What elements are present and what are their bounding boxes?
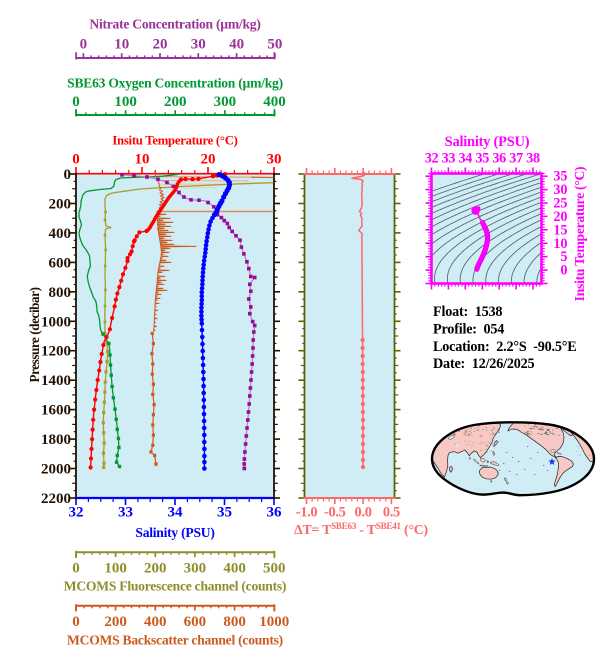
svg-text:400: 400	[223, 561, 246, 577]
svg-text:36: 36	[492, 151, 506, 167]
svg-text:30: 30	[267, 152, 282, 168]
svg-text:0: 0	[80, 37, 88, 53]
svg-text:2000: 2000	[41, 462, 71, 478]
svg-text:2200: 2200	[41, 491, 71, 507]
svg-text:300: 300	[214, 94, 237, 110]
svg-text:Profile: 054: Profile: 054	[433, 321, 504, 337]
svg-text:1000: 1000	[41, 314, 71, 330]
svg-text:200: 200	[144, 561, 167, 577]
svg-text:0: 0	[72, 152, 80, 168]
svg-text:1000: 1000	[259, 614, 289, 630]
svg-text:0: 0	[72, 94, 80, 110]
svg-text:Salinity (PSU): Salinity (PSU)	[445, 134, 530, 150]
svg-text:800: 800	[223, 614, 246, 630]
svg-text:1400: 1400	[41, 373, 71, 389]
svg-text:-0.5: -0.5	[324, 505, 346, 521]
svg-text:32: 32	[69, 505, 84, 521]
svg-text:100: 100	[114, 94, 137, 110]
svg-text:200: 200	[49, 197, 72, 213]
svg-text:200: 200	[164, 94, 187, 110]
svg-text:30: 30	[553, 182, 567, 198]
svg-text:20: 20	[553, 209, 567, 225]
svg-text:1600: 1600	[41, 403, 71, 419]
svg-text:10: 10	[114, 37, 129, 53]
svg-text:200: 200	[104, 614, 127, 630]
svg-text:0.5: 0.5	[383, 505, 400, 521]
svg-text:ΔT= TSBE63 - TSBE41 (°C): ΔT= TSBE63 - TSBE41 (°C)	[294, 521, 428, 538]
svg-text:33: 33	[118, 505, 133, 521]
svg-text:100: 100	[104, 561, 127, 577]
svg-text:1200: 1200	[41, 344, 71, 360]
svg-text:38: 38	[526, 151, 540, 167]
svg-text:1800: 1800	[41, 432, 71, 448]
svg-text:400: 400	[263, 94, 286, 110]
svg-text:300: 300	[184, 561, 207, 577]
svg-text:35: 35	[553, 169, 567, 185]
svg-text:20: 20	[153, 37, 168, 53]
svg-text:5: 5	[560, 249, 567, 265]
svg-text:0: 0	[72, 614, 80, 630]
svg-text:34: 34	[459, 151, 473, 167]
svg-text:Insitu Temperature (°C): Insitu Temperature (°C)	[572, 167, 588, 302]
svg-text:Nitrate Concentration (µm/kg): Nitrate Concentration (µm/kg)	[89, 17, 260, 33]
svg-text:36: 36	[267, 505, 283, 521]
svg-text:15: 15	[553, 222, 567, 238]
svg-text:0.0: 0.0	[355, 505, 372, 521]
svg-text:600: 600	[184, 614, 207, 630]
svg-text:40: 40	[229, 37, 244, 53]
svg-text:Location: 2.2°S -90.5°E: Location: 2.2°S -90.5°E	[433, 339, 577, 355]
svg-text:0: 0	[560, 263, 567, 279]
svg-text:33: 33	[442, 151, 456, 167]
svg-text:Pressure (decibar): Pressure (decibar)	[27, 287, 42, 382]
svg-text:0: 0	[64, 167, 72, 183]
svg-text:600: 600	[49, 255, 72, 271]
svg-text:32: 32	[425, 151, 439, 167]
svg-text:400: 400	[49, 226, 72, 242]
svg-text:MCOMS Backscatter channel (cou: MCOMS Backscatter channel (counts)	[67, 633, 283, 649]
svg-text:Salinity (PSU): Salinity (PSU)	[135, 525, 214, 541]
svg-text:35: 35	[476, 151, 490, 167]
svg-text:10: 10	[553, 236, 567, 252]
svg-text:30: 30	[191, 37, 206, 53]
svg-text:SBE63 Oxygen Concentration (µm: SBE63 Oxygen Concentration (µm/kg)	[67, 76, 283, 92]
svg-text:50: 50	[267, 37, 282, 53]
svg-text:-1.0: -1.0	[296, 505, 318, 521]
svg-text:Float: 1538: Float: 1538	[433, 304, 502, 320]
svg-text:0: 0	[72, 561, 80, 577]
svg-text:Date: 12/26/2025: Date: 12/26/2025	[433, 356, 535, 372]
svg-text:10: 10	[135, 152, 150, 168]
svg-text:400: 400	[144, 614, 167, 630]
svg-text:37: 37	[509, 151, 523, 167]
svg-text:35: 35	[217, 505, 232, 521]
svg-text:25: 25	[553, 196, 567, 212]
svg-text:800: 800	[49, 285, 72, 301]
svg-text:34: 34	[168, 505, 184, 521]
svg-text:500: 500	[263, 561, 286, 577]
svg-text:Insitu Temperature (°C): Insitu Temperature (°C)	[112, 134, 237, 148]
svg-text:20: 20	[201, 152, 216, 168]
svg-text:MCOMS Fluorescence channel (co: MCOMS Fluorescence channel (counts)	[64, 579, 286, 595]
